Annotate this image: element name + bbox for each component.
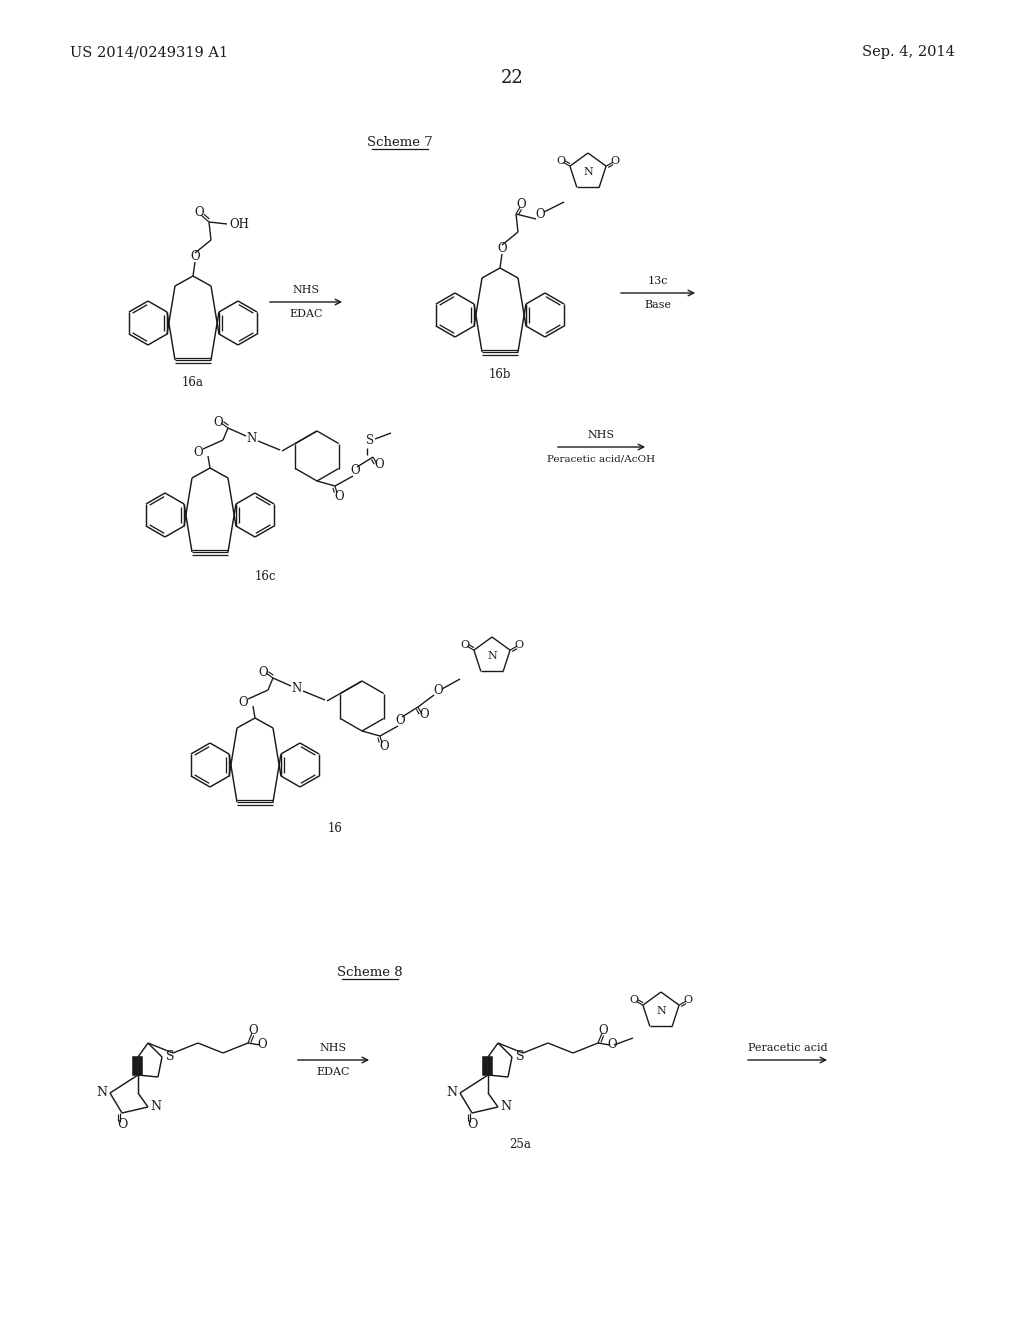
Text: OH: OH <box>229 218 249 231</box>
Text: O: O <box>419 709 429 722</box>
Text: Peracetic acid: Peracetic acid <box>748 1043 827 1053</box>
Text: O: O <box>556 156 565 166</box>
Text: NHS: NHS <box>293 285 319 294</box>
Text: Scheme 8: Scheme 8 <box>337 965 402 978</box>
Text: 13c: 13c <box>648 276 669 286</box>
Text: O: O <box>395 714 404 727</box>
Text: 22: 22 <box>501 69 523 87</box>
Text: O: O <box>374 458 384 471</box>
Text: O: O <box>194 446 203 458</box>
Text: N: N <box>292 681 302 694</box>
Text: N: N <box>656 1006 666 1016</box>
Text: 16c: 16c <box>254 570 275 583</box>
Text: O: O <box>498 242 507 255</box>
Text: S: S <box>166 1051 174 1064</box>
Text: 25a: 25a <box>509 1138 530 1151</box>
Text: O: O <box>379 739 389 752</box>
Text: S: S <box>516 1051 524 1064</box>
Text: EDAC: EDAC <box>316 1067 350 1077</box>
Text: EDAC: EDAC <box>289 309 323 319</box>
Text: N: N <box>247 432 257 445</box>
Text: N: N <box>487 651 497 661</box>
Text: 16: 16 <box>328 821 342 834</box>
Text: N: N <box>583 168 593 177</box>
Text: O: O <box>239 696 248 709</box>
Text: O: O <box>257 1039 267 1052</box>
Text: O: O <box>516 198 525 211</box>
Text: Base: Base <box>644 300 672 310</box>
Text: O: O <box>630 995 639 1005</box>
Text: O: O <box>350 465 359 478</box>
Text: O: O <box>610 156 620 166</box>
Text: O: O <box>190 249 200 263</box>
Text: O: O <box>433 685 442 697</box>
Text: O: O <box>536 209 545 222</box>
Text: N: N <box>96 1086 108 1100</box>
Text: O: O <box>258 665 268 678</box>
Text: N: N <box>446 1086 458 1100</box>
Text: O: O <box>248 1024 258 1038</box>
Text: O: O <box>461 640 469 651</box>
Text: 16b: 16b <box>488 368 511 381</box>
Text: O: O <box>598 1024 608 1038</box>
Text: O: O <box>467 1118 477 1131</box>
Text: 16a: 16a <box>182 376 204 389</box>
Text: NHS: NHS <box>319 1043 347 1053</box>
Text: NHS: NHS <box>588 430 615 440</box>
Text: O: O <box>195 206 204 219</box>
Text: O: O <box>683 995 692 1005</box>
Text: N: N <box>151 1101 162 1114</box>
Text: O: O <box>334 490 344 503</box>
Text: Scheme 7: Scheme 7 <box>368 136 433 149</box>
Text: S: S <box>366 434 374 447</box>
Text: Peracetic acid/AcOH: Peracetic acid/AcOH <box>548 454 655 463</box>
Text: O: O <box>117 1118 127 1131</box>
Text: US 2014/0249319 A1: US 2014/0249319 A1 <box>70 45 228 59</box>
Text: O: O <box>607 1039 616 1052</box>
Text: O: O <box>213 416 223 429</box>
Text: O: O <box>514 640 523 651</box>
Text: Sep. 4, 2014: Sep. 4, 2014 <box>862 45 955 59</box>
Text: N: N <box>501 1101 512 1114</box>
